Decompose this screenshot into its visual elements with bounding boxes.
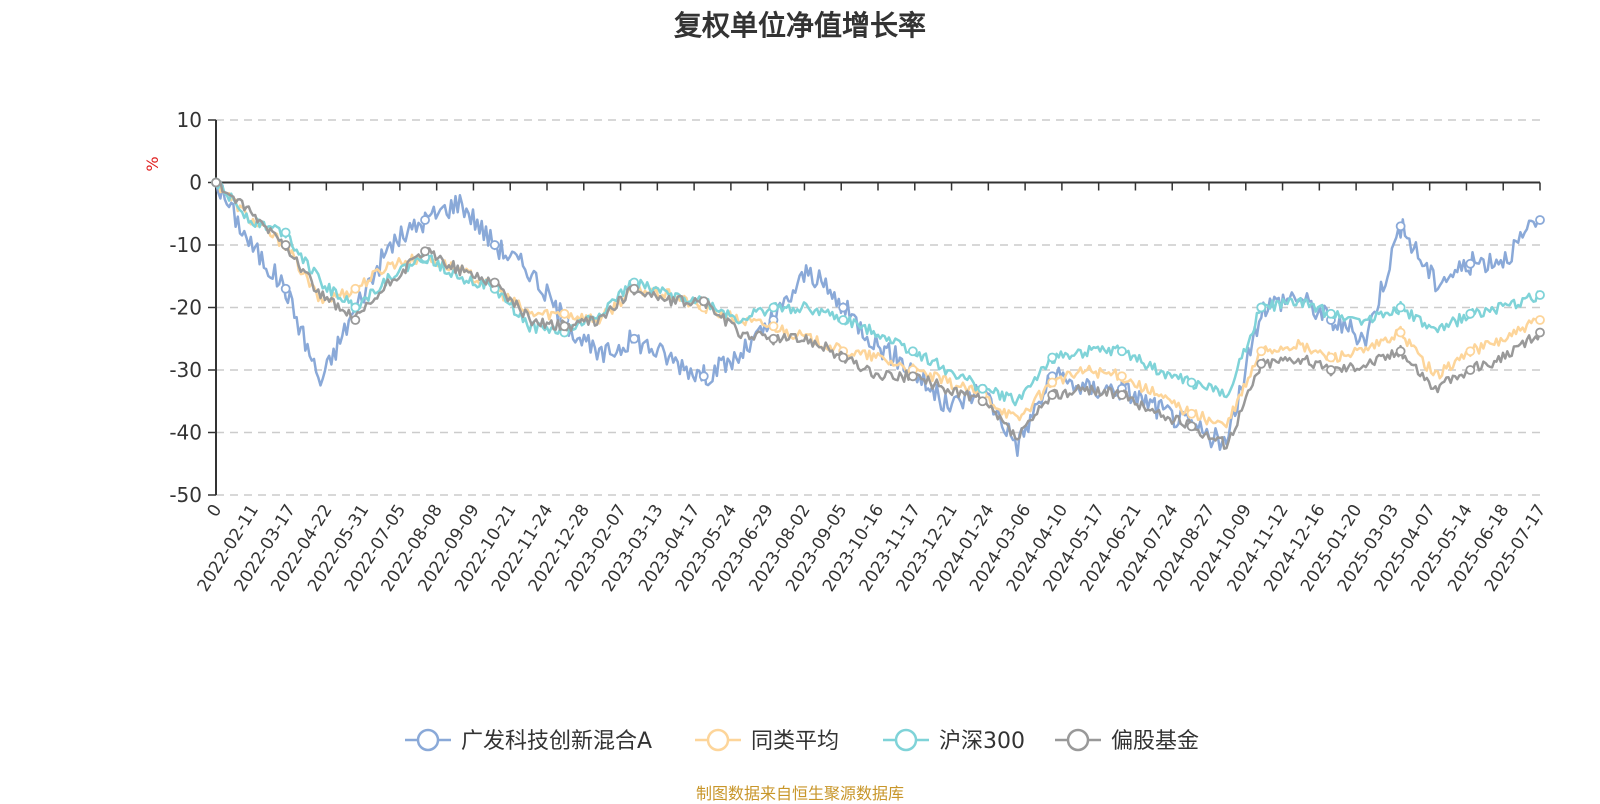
- data-point-marker: [1186, 377, 1197, 388]
- legend-item-1[interactable]: 同类平均: [695, 728, 839, 754]
- data-point-marker: [1116, 371, 1127, 382]
- legend-label: 同类平均: [751, 729, 839, 754]
- data-point-marker: [1186, 408, 1197, 419]
- data-point-marker: [1047, 377, 1058, 388]
- data-point-marker: [768, 333, 779, 344]
- data-point-marker: [1326, 352, 1336, 363]
- data-point-marker: [1116, 346, 1127, 357]
- data-point-marker: [977, 383, 988, 394]
- data-point-marker: [698, 371, 709, 382]
- data-point-marker: [280, 283, 291, 294]
- data-point-marker: [1465, 346, 1476, 357]
- data-point-marker: [838, 352, 849, 363]
- data-point-marker: [211, 177, 221, 188]
- legend-item-0[interactable]: 广发科技创新混合A: [405, 728, 652, 754]
- data-source-footer: 制图数据来自恒生聚源数据库: [695, 784, 904, 803]
- data-point-marker: [559, 308, 570, 319]
- data-point-marker: [698, 296, 709, 307]
- data-point-marker: [1395, 302, 1406, 313]
- data-point-marker: [1326, 365, 1336, 375]
- data-point-marker: [907, 346, 918, 357]
- data-point-marker: [489, 240, 500, 250]
- data-point-marker: [1465, 308, 1476, 319]
- data-point-marker: [1256, 302, 1267, 313]
- legend-marker-icon: [706, 728, 730, 752]
- data-point-marker: [420, 246, 430, 257]
- legend[interactable]: 广发科技创新混合A 同类平均 沪深300 偏股基金: [405, 728, 1199, 754]
- legend-item-3[interactable]: 偏股基金: [1055, 728, 1199, 754]
- legend-label: 沪深300: [939, 729, 1025, 754]
- chart-title: 复权单位净值增长率: [673, 9, 926, 42]
- grid-layer: [216, 119, 1540, 496]
- y-tick-label: 0: [189, 171, 202, 195]
- series-0: [211, 177, 1545, 457]
- legend-marker-icon: [1066, 728, 1090, 752]
- legend-label: 偏股基金: [1111, 729, 1199, 754]
- data-point-marker: [1256, 346, 1267, 357]
- y-tick-label: -10: [169, 233, 202, 257]
- data-point-marker: [420, 215, 430, 225]
- x-tick-label: 0: [204, 501, 227, 521]
- data-point-marker: [629, 333, 640, 344]
- data-point-marker: [907, 371, 918, 382]
- data-point-marker: [1465, 258, 1476, 269]
- data-point-marker: [838, 302, 849, 313]
- data-point-marker: [838, 315, 849, 325]
- data-point-marker: [1535, 215, 1545, 225]
- series-line: [214, 182, 1541, 457]
- data-point-marker: [1395, 221, 1406, 232]
- data-point-marker: [1395, 346, 1406, 357]
- series-line: [214, 180, 1542, 407]
- data-point-marker: [1186, 421, 1197, 432]
- data-point-marker: [768, 321, 779, 332]
- data-point-marker: [350, 302, 361, 313]
- data-point-marker: [350, 283, 361, 294]
- series-2: [211, 177, 1545, 407]
- data-point-marker: [629, 283, 640, 294]
- series-1: [211, 177, 1545, 429]
- legend-marker-icon: [416, 728, 440, 752]
- y-tick-label: 10: [177, 108, 202, 132]
- data-point-marker: [1047, 352, 1058, 363]
- data-point-marker: [1535, 290, 1545, 300]
- y-tick-label: -30: [169, 358, 202, 382]
- legend-label: 广发科技创新混合A: [461, 729, 652, 754]
- data-point-marker: [489, 277, 500, 288]
- data-point-marker: [280, 240, 291, 250]
- data-point-marker: [1535, 327, 1545, 338]
- y-axis-unit-label: %: [143, 156, 162, 171]
- data-point-marker: [1256, 358, 1267, 369]
- y-tick-label: -20: [169, 296, 202, 320]
- data-point-marker: [977, 396, 988, 407]
- data-point-marker: [1326, 308, 1336, 319]
- data-point-marker: [1047, 390, 1058, 400]
- legend-marker-icon: [894, 728, 918, 752]
- data-point-marker: [1116, 390, 1127, 400]
- data-point-marker: [350, 315, 361, 325]
- series-layer: [211, 177, 1545, 457]
- data-point-marker: [559, 321, 570, 332]
- data-point-marker: [1465, 365, 1476, 375]
- legend-item-2[interactable]: 沪深300: [883, 728, 1025, 754]
- data-point-marker: [280, 227, 291, 238]
- data-point-marker: [1395, 327, 1406, 338]
- data-point-marker: [1535, 315, 1545, 325]
- data-point-marker: [768, 302, 779, 313]
- series-line: [215, 180, 1542, 450]
- y-tick-label: -50: [169, 483, 202, 507]
- series-3: [211, 177, 1545, 450]
- y-tick-label: -40: [169, 421, 202, 445]
